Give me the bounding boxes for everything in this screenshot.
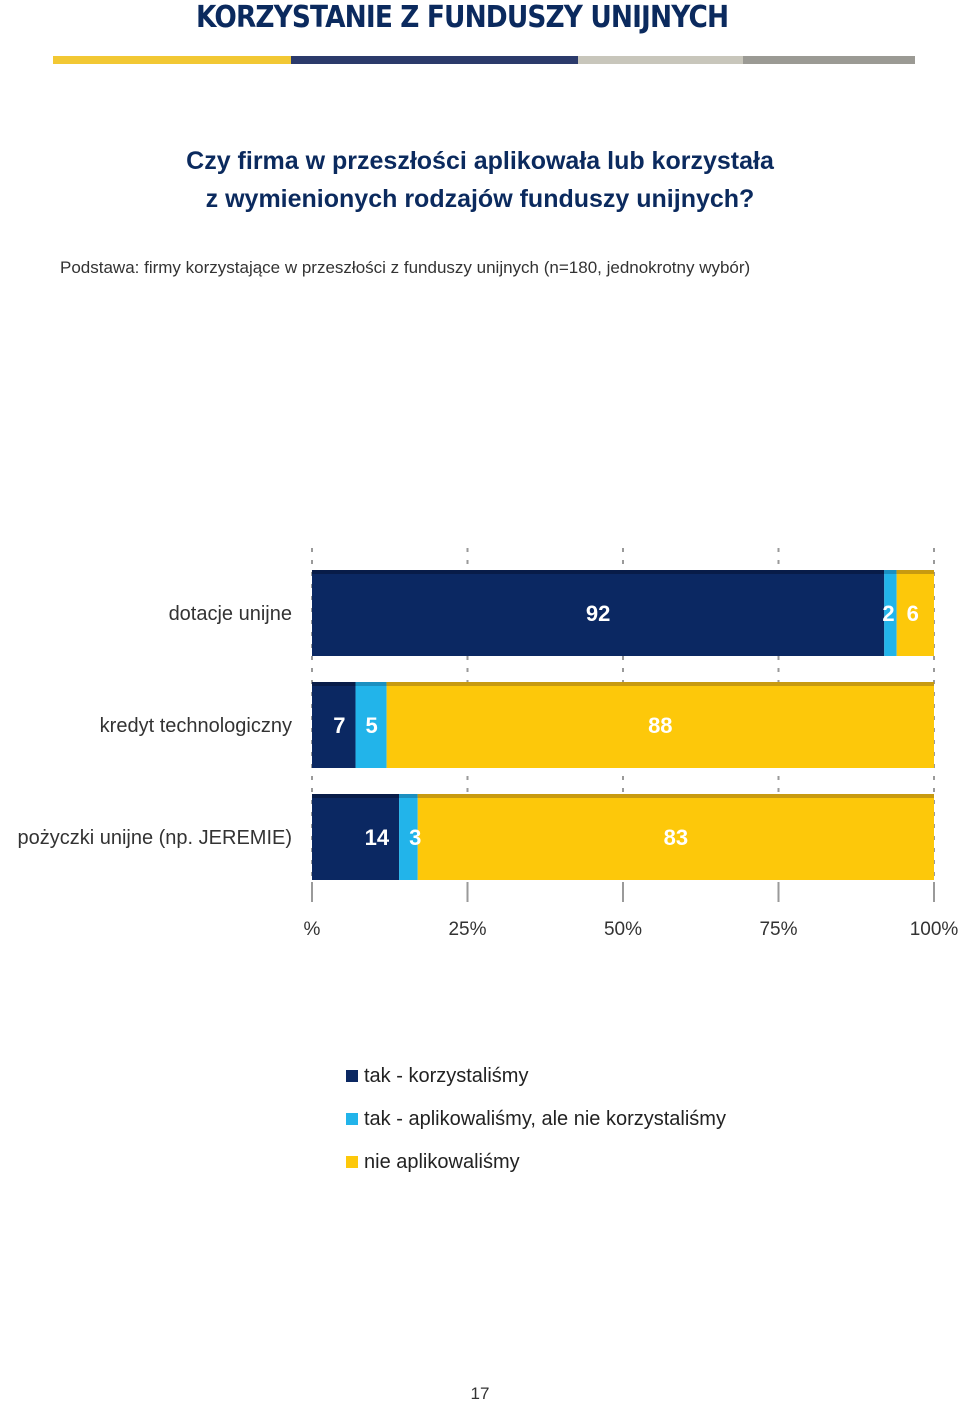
legend-label-applied: tak - aplikowaliśmy, ale nie korzystaliś… [364, 1107, 726, 1130]
question-line-2: z wymienionych rodzajów funduszy unijnyc… [205, 185, 755, 213]
x-tick-label-1: 25% [448, 919, 486, 940]
x-tick-label-0: % [304, 919, 321, 940]
bar-segment-applied-row-0 [884, 570, 897, 656]
x-tick-label-2: 50% [604, 919, 642, 940]
header-stripe-yellow [53, 56, 291, 64]
bar-edge-used-row-2 [312, 794, 400, 798]
legend-swatch-applied [346, 1113, 358, 1125]
data-label-applied-row-1: 5 [366, 713, 378, 738]
legend-item-used: tak - korzystaliśmy [346, 1062, 726, 1090]
data-label-applied-row-2: 3 [409, 825, 421, 850]
header-stripe-navy [291, 56, 578, 64]
bar-edge-used-row-0 [312, 570, 885, 574]
bar-edge-used-row-1 [312, 682, 356, 686]
bar-edge-applied-row-1 [355, 682, 387, 686]
data-label-used-row-1: 7 [333, 713, 345, 738]
bar-segment-not-applied-row-1 [386, 682, 934, 768]
legend-label-not-applied: nie aplikowaliśmy [364, 1150, 520, 1173]
stacked-bar-chart: % 25% 50% 75% 100% dotacje unijne kredyt techn… [17, 548, 959, 940]
data-label-not-applied-row-1: 88 [648, 713, 672, 738]
bar-segment-applied-row-2 [399, 794, 418, 880]
x-tick-label-3: 75% [759, 919, 797, 940]
header-stripes [53, 56, 915, 64]
bar-edge-not-applied-row-1 [386, 682, 934, 686]
bar-edge-not-applied-row-0 [896, 570, 934, 574]
chart-legend: tak - korzystaliśmy tak - aplikowaliśmy,… [346, 1062, 726, 1191]
data-label-used-row-2: 14 [365, 825, 390, 850]
bar-edge-not-applied-row-2 [417, 794, 934, 798]
data-label-used-row-0: 92 [586, 601, 610, 626]
category-label-row-0: dotacje unijne [169, 603, 292, 625]
data-label-not-applied-row-0: 6 [907, 601, 919, 626]
question-line-1: Czy firma w przeszłości aplikowała lub k… [186, 147, 774, 175]
category-label-row-2: pożyczki unijne (np. JEREMIE) [17, 827, 292, 849]
category-label-row-1: kredyt technologiczny [100, 715, 292, 737]
legend-item-applied: tak - aplikowaliśmy, ale nie korzystaliś… [346, 1105, 726, 1133]
bar-segment-applied-row-1 [355, 682, 387, 768]
data-label-applied-row-0: 2 [882, 601, 894, 626]
bar-edge-applied-row-0 [884, 570, 897, 574]
x-tick-label-4: 100% [910, 919, 959, 940]
bar-segment-used-row-0 [312, 570, 885, 656]
basis-note: Podstawa: firmy korzystające w przeszłoś… [60, 258, 751, 277]
page-header-title: KORZYSTANIE Z FUNDUSZY UNIJNYCH [196, 0, 729, 35]
header-stripe-gray [743, 56, 915, 64]
chart-question: Czy firma w przeszłości aplikowała lub k… [0, 142, 960, 218]
bar-segment-not-applied-row-0 [896, 570, 934, 656]
bar-edge-applied-row-2 [399, 794, 418, 798]
legend-item-not-applied: nie aplikowaliśmy [346, 1148, 726, 1176]
legend-label-used: tak - korzystaliśmy [364, 1064, 529, 1087]
page-number: 17 [470, 1384, 490, 1403]
header-stripe-lightgray [578, 56, 743, 64]
bar-segment-used-row-2 [312, 794, 400, 880]
data-label-not-applied-row-2: 83 [664, 825, 688, 850]
legend-swatch-not-applied [346, 1156, 358, 1168]
legend-swatch-used [346, 1070, 358, 1082]
bar-segment-not-applied-row-2 [417, 794, 934, 880]
bar-segment-used-row-1 [312, 682, 356, 768]
